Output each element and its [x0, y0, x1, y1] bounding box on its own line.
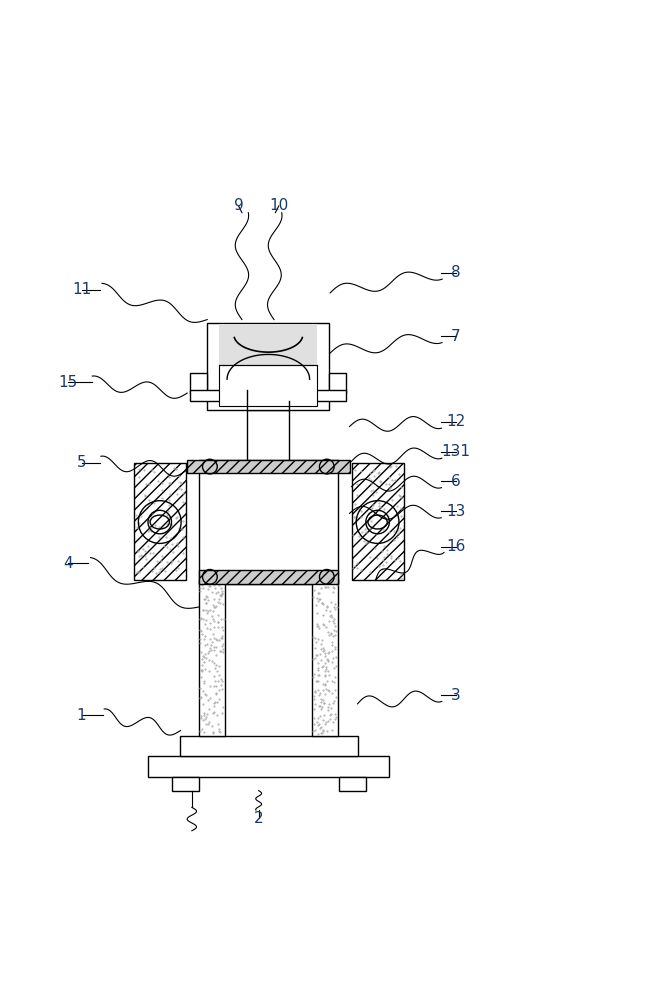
Bar [219, 324, 317, 365]
Text: 15: 15 [58, 375, 78, 390]
Text: 11: 11 [72, 282, 91, 297]
Text: 16: 16 [446, 539, 466, 554]
Text: 7: 7 [451, 329, 460, 344]
Text: 1: 1 [76, 708, 87, 723]
Text: 131: 131 [442, 444, 470, 459]
Text: 5: 5 [76, 455, 87, 470]
Bar [219, 365, 317, 406]
Bar [329, 373, 346, 393]
Bar [191, 373, 207, 393]
Text: 8: 8 [451, 265, 460, 280]
Bar [180, 736, 358, 756]
Text: 9: 9 [234, 198, 244, 213]
Bar [199, 570, 338, 584]
Bar [339, 777, 366, 791]
Text: 10: 10 [269, 198, 289, 213]
Bar [172, 777, 199, 791]
Bar [312, 579, 338, 736]
Bar [207, 323, 329, 410]
Text: 3: 3 [451, 688, 461, 703]
Bar [199, 460, 338, 584]
Bar [134, 463, 186, 580]
Bar [248, 410, 289, 460]
Text: 6: 6 [451, 474, 461, 489]
Bar [199, 579, 225, 736]
Bar [187, 460, 350, 473]
Bar [352, 463, 404, 580]
Text: 4: 4 [63, 556, 73, 571]
Text: 13: 13 [446, 504, 466, 519]
Bar [148, 756, 389, 777]
Text: 12: 12 [446, 414, 466, 429]
Bar [191, 390, 346, 401]
Text: 2: 2 [254, 811, 264, 826]
